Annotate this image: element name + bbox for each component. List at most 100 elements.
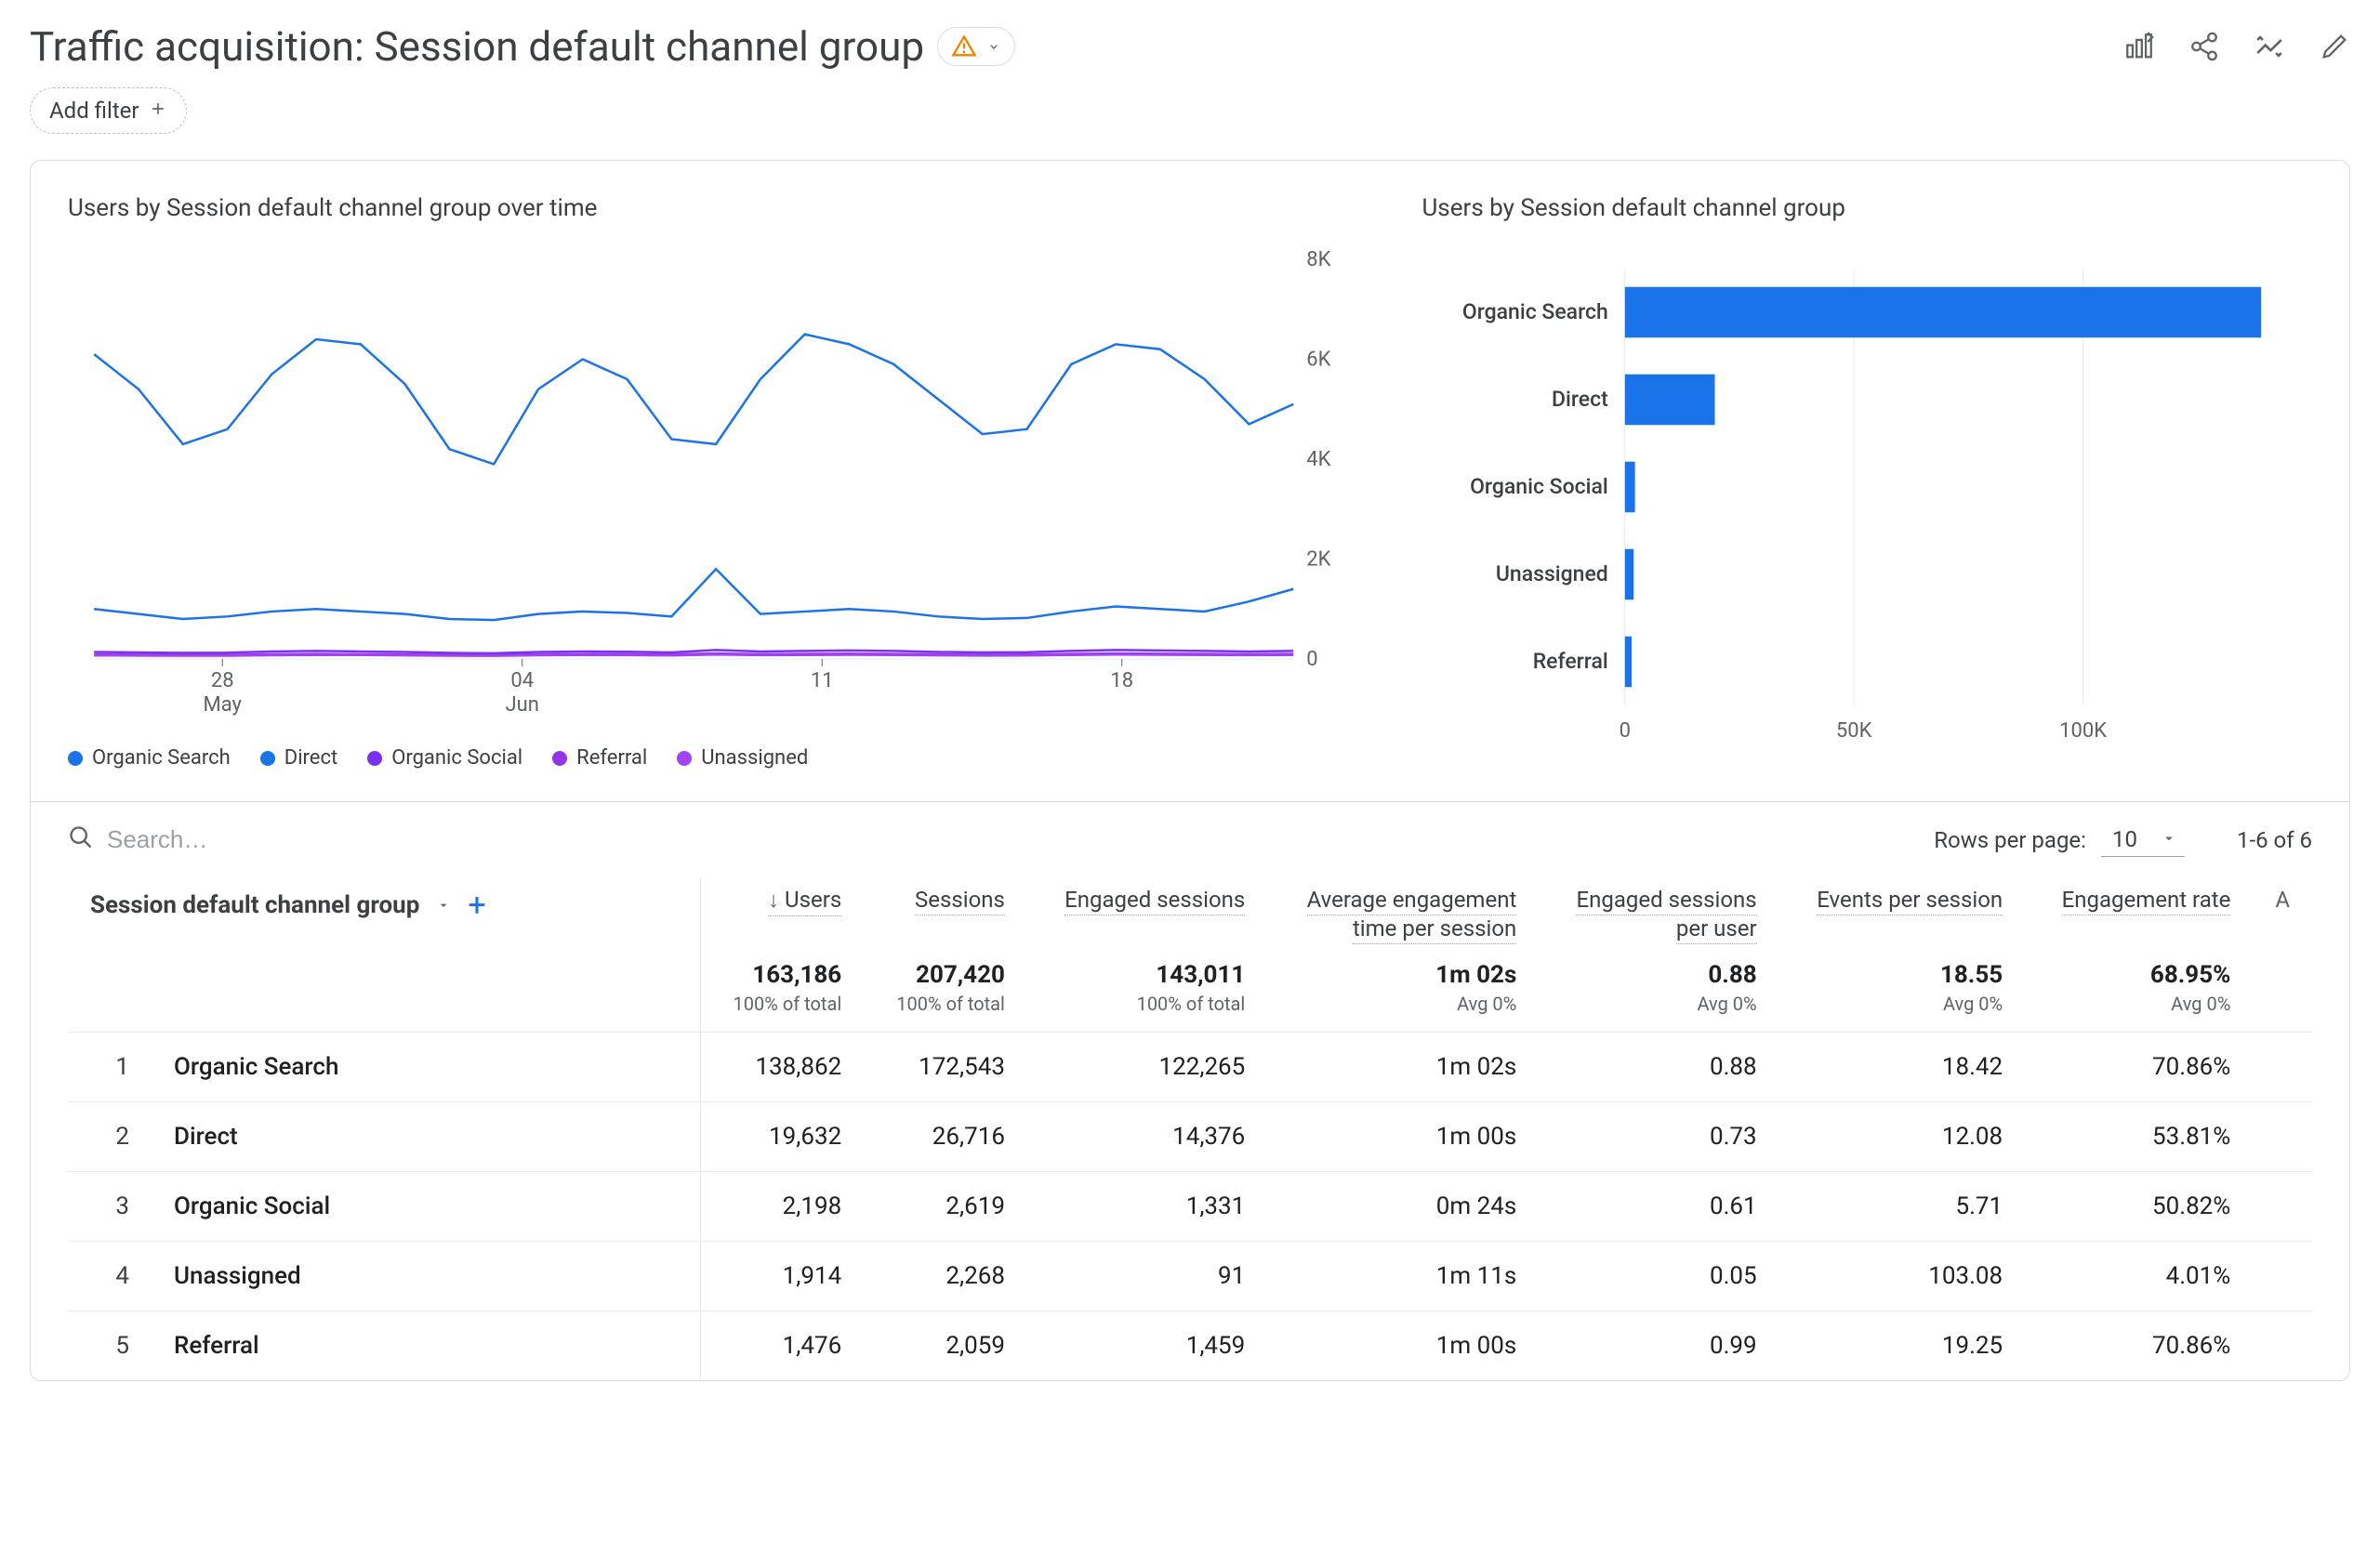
page-header: Traffic acquisition: Session default cha…: [30, 22, 2350, 71]
svg-text:Unassigned: Unassigned: [1496, 561, 1608, 586]
row-cell: 53.81%: [2025, 1102, 2253, 1172]
warning-icon: [951, 33, 977, 59]
legend-label: Organic Social: [391, 746, 522, 770]
dimension-header[interactable]: Session default channel group+: [68, 877, 700, 933]
row-cell: 1m 00s: [1267, 1311, 1539, 1381]
svg-text:Direct: Direct: [1552, 387, 1608, 412]
legend-label: Unassigned: [701, 746, 808, 770]
row-dimension: Unassigned: [152, 1242, 700, 1311]
svg-text:6K: 6K: [1306, 349, 1330, 372]
customize-report-icon[interactable]: [2123, 31, 2155, 62]
column-header[interactable]: Engagement rate: [2025, 877, 2253, 954]
table-row[interactable]: 1Organic Search138,862172,543122,2651m 0…: [68, 1033, 2312, 1102]
column-header[interactable]: Engaged sessionsper user: [1539, 877, 1778, 954]
rows-per-page-select[interactable]: 10: [2101, 823, 2185, 857]
chevron-down-icon: [436, 891, 451, 919]
summary-cell: 163,186100% of total: [700, 954, 864, 1033]
pagination-range: 1-6 of 6: [2237, 827, 2312, 853]
svg-text:04: 04: [510, 669, 534, 692]
svg-text:11: 11: [811, 669, 834, 692]
column-header[interactable]: Engaged sessions: [1027, 877, 1267, 954]
row-cell: 1,459: [1027, 1311, 1267, 1381]
svg-text:2K: 2K: [1306, 548, 1330, 572]
legend-item[interactable]: Organic Social: [367, 746, 522, 770]
svg-text:0: 0: [1620, 719, 1631, 743]
legend-item[interactable]: Unassigned: [677, 746, 808, 770]
legend-item[interactable]: Referral: [552, 746, 647, 770]
add-filter-button[interactable]: Add filter: [30, 87, 187, 134]
legend-dot: [552, 751, 567, 766]
svg-text:18: 18: [1110, 669, 1133, 692]
bar-chart: 050K100KOrganic SearchDirectOrganic Soci…: [1421, 241, 2312, 761]
row-cell: 18.42: [1779, 1033, 2026, 1102]
row-cell: 0.61: [1539, 1172, 1778, 1242]
column-header[interactable]: ↓Users: [700, 877, 864, 954]
table-toolbar: Rows per page: 10 1-6 of 6: [68, 802, 2312, 877]
legend-label: Direct: [284, 746, 337, 770]
row-cell: 138,862: [700, 1033, 864, 1102]
table-row[interactable]: 5Referral1,4762,0591,4591m 00s0.9919.257…: [68, 1311, 2312, 1381]
column-header[interactable]: Sessions: [864, 877, 1027, 954]
summary-cell: 207,420100% of total: [864, 954, 1027, 1033]
row-cell: 0.73: [1539, 1102, 1778, 1172]
legend-label: Organic Search: [92, 746, 231, 770]
row-cell: 4.01%: [2025, 1242, 2253, 1311]
insights-icon[interactable]: [2254, 31, 2285, 62]
svg-text:100K: 100K: [2060, 719, 2108, 743]
add-dimension-button[interactable]: +: [468, 887, 485, 924]
legend-dot: [677, 751, 692, 766]
row-cell: 1,476: [700, 1311, 864, 1381]
svg-text:8K: 8K: [1306, 248, 1330, 271]
legend-dot: [68, 751, 83, 766]
svg-text:Organic Search: Organic Search: [1462, 299, 1608, 324]
row-dimension: Direct: [152, 1102, 700, 1172]
share-icon[interactable]: [2188, 31, 2220, 62]
row-index: 4: [68, 1242, 152, 1311]
column-header[interactable]: Average engagementtime per session: [1267, 877, 1539, 954]
add-filter-label: Add filter: [49, 98, 139, 124]
row-cell: 26,716: [864, 1102, 1027, 1172]
table-row[interactable]: 2Direct19,63226,71614,3761m 00s0.7312.08…: [68, 1102, 2312, 1172]
row-index: 5: [68, 1311, 152, 1381]
legend-item[interactable]: Organic Search: [68, 746, 231, 770]
row-cell: 1m 02s: [1267, 1033, 1539, 1102]
search-icon: [68, 824, 94, 856]
summary-cell: 18.55Avg 0%: [1779, 954, 2026, 1033]
row-cell: 1,914: [700, 1242, 864, 1311]
row-dimension: Referral: [152, 1311, 700, 1381]
svg-text:May: May: [204, 693, 243, 717]
table-row[interactable]: 3Organic Social2,1982,6191,3310m 24s0.61…: [68, 1172, 2312, 1242]
rows-per-page-value: 10: [2112, 826, 2137, 852]
chevron-down-icon: [986, 33, 1001, 59]
svg-text:Jun: Jun: [506, 693, 539, 717]
warning-dropdown[interactable]: [937, 27, 1015, 66]
row-cell: 2,198: [700, 1172, 864, 1242]
svg-text:28: 28: [211, 669, 234, 692]
row-cell: 19.25: [1779, 1311, 2026, 1381]
row-cell: 0m 24s: [1267, 1172, 1539, 1242]
row-cell: 5.71: [1779, 1172, 2026, 1242]
table-row[interactable]: 4Unassigned1,9142,268911m 11s0.05103.084…: [68, 1242, 2312, 1311]
line-chart-title: Users by Session default channel group o…: [68, 194, 1366, 222]
row-dimension: Organic Social: [152, 1172, 700, 1242]
row-cell: 19,632: [700, 1102, 864, 1172]
row-cell: 0.99: [1539, 1311, 1778, 1381]
chart-legend: Organic Search Direct Organic Social Referr…: [68, 746, 1366, 770]
search-input[interactable]: [107, 825, 479, 854]
legend-label: Referral: [576, 746, 647, 770]
summary-cell: 1m 02sAvg 0%: [1267, 954, 1539, 1033]
plus-icon: [149, 98, 167, 124]
edit-icon[interactable]: [2319, 31, 2350, 62]
row-cell: 12.08: [1779, 1102, 2026, 1172]
svg-text:0: 0: [1306, 648, 1317, 671]
column-header[interactable]: Events per session: [1779, 877, 2026, 954]
svg-text:Referral: Referral: [1533, 649, 1608, 674]
legend-item[interactable]: Direct: [260, 746, 337, 770]
data-table: Session default channel group+↓UsersSess…: [68, 877, 2312, 1380]
svg-text:50K: 50K: [1836, 719, 1872, 743]
summary-cell: 68.95%Avg 0%: [2025, 954, 2253, 1033]
chevron-down-icon: [2161, 826, 2177, 852]
legend-dot: [367, 751, 382, 766]
row-cell: 103.08: [1779, 1242, 2026, 1311]
row-index: 3: [68, 1172, 152, 1242]
